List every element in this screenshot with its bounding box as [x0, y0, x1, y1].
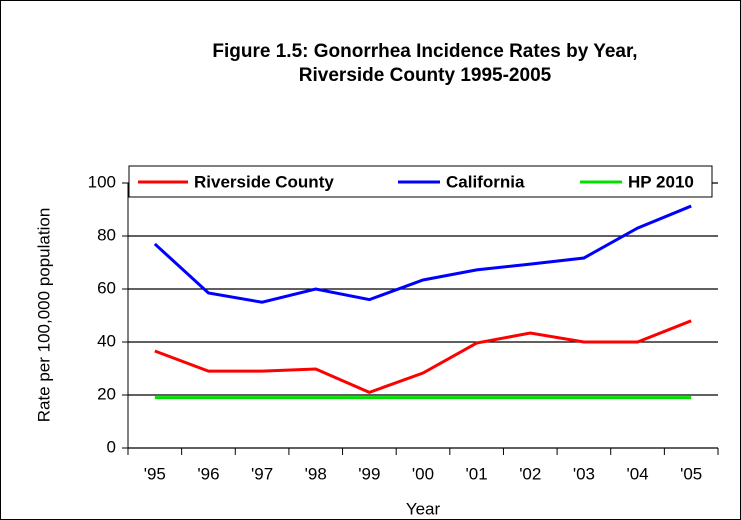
x-tick-label: '01 [466, 464, 488, 483]
x-tick-label: '99 [358, 464, 380, 483]
x-tick-label: '96 [197, 464, 219, 483]
y-tick-label: 100 [88, 172, 116, 191]
x-tick-label: '95 [144, 464, 166, 483]
series-line [154, 319, 692, 394]
legend-label: Riverside County [194, 172, 334, 191]
y-tick-label: 20 [97, 384, 116, 403]
x-tick-label: '00 [412, 464, 434, 483]
y-tick-label: 60 [97, 278, 116, 297]
x-tick-label: '97 [251, 464, 273, 483]
legend-label: California [446, 172, 525, 191]
chart-title: Riverside County 1995-2005 [299, 65, 552, 86]
x-tick-label: '98 [305, 464, 327, 483]
y-axis-label: Rate per 100,000 population [34, 208, 53, 423]
y-tick-label: 80 [97, 225, 116, 244]
x-tick-label: '03 [573, 464, 595, 483]
y-tick-label: 40 [97, 331, 116, 350]
series-line [153, 204, 692, 304]
x-tick-label: '02 [519, 464, 541, 483]
chart-title: Figure 1.5: Gonorrhea Incidence Rates by… [212, 41, 637, 62]
y-tick-label: 0 [107, 437, 116, 456]
x-tick-label: '05 [680, 464, 702, 483]
legend-label: HP 2010 [628, 172, 694, 191]
x-axis-label: Year [406, 499, 441, 518]
x-tick-label: '04 [626, 464, 648, 483]
